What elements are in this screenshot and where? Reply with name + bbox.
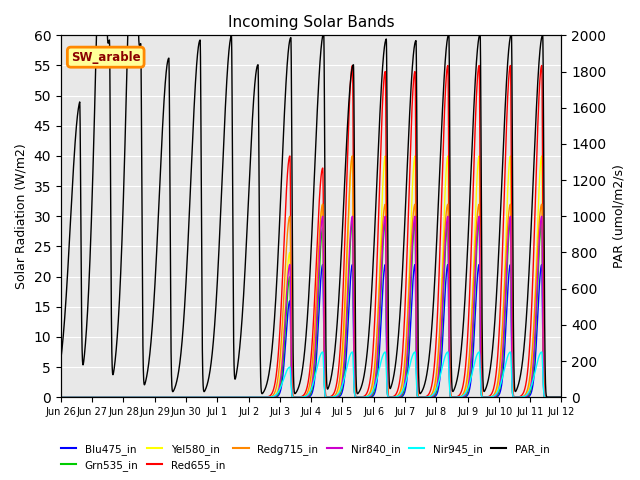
Y-axis label: PAR (umol/m2/s): PAR (umol/m2/s) — [612, 164, 625, 268]
Y-axis label: Solar Radiation (W/m2): Solar Radiation (W/m2) — [15, 144, 28, 289]
Legend: Blu475_in, Grn535_in, Yel580_in, Red655_in, Redg715_in, Nir840_in, Nir945_in, PA: Blu475_in, Grn535_in, Yel580_in, Red655_… — [56, 439, 554, 475]
Title: Incoming Solar Bands: Incoming Solar Bands — [228, 15, 394, 30]
Text: SW_arable: SW_arable — [71, 51, 141, 64]
